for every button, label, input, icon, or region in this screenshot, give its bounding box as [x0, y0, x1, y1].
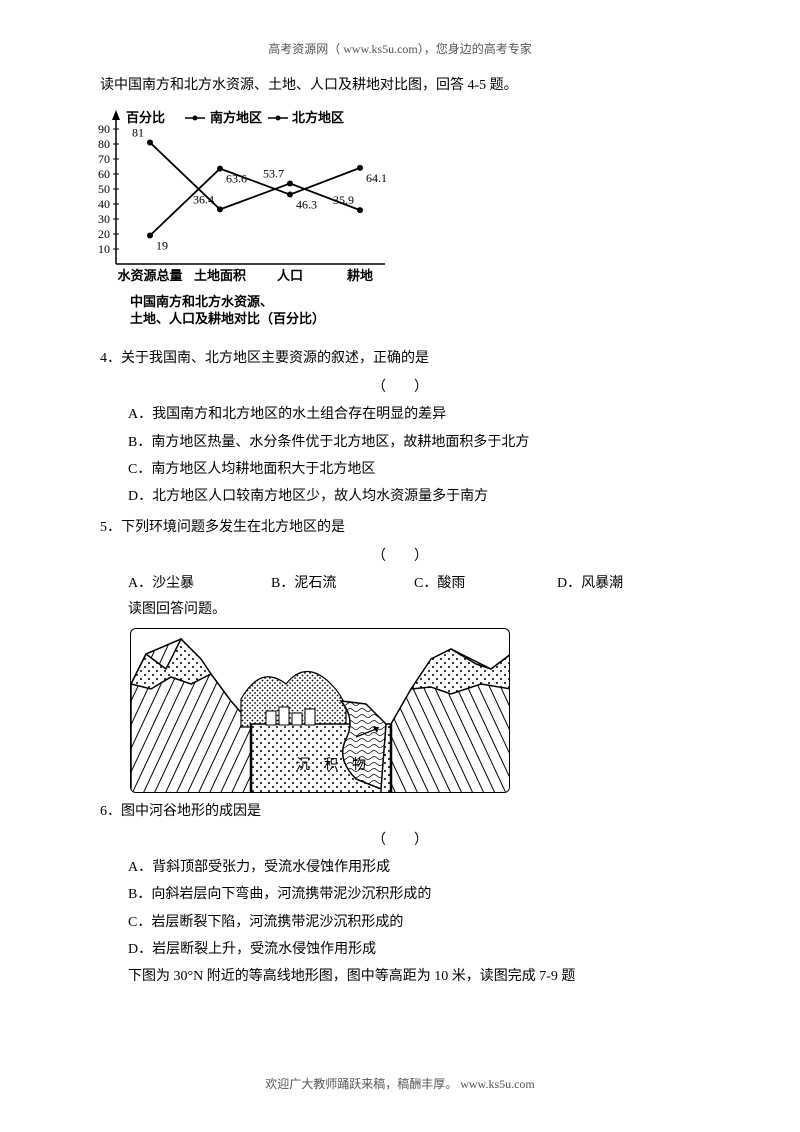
q6-opt-a: A．背斜顶部受张力，受流水侵蚀作用形成 [128, 855, 700, 880]
svg-text:70: 70 [98, 152, 110, 166]
geology-figure: 沉 积 物 [130, 628, 510, 793]
svg-text:90: 90 [98, 122, 110, 136]
svg-text:南方地区: 南方地区 [210, 110, 262, 125]
svg-text:20: 20 [98, 227, 110, 241]
page-footer: 欢迎广大教师踊跃来稿，稿酬丰厚。 www.ks5u.com [0, 1075, 800, 1092]
chart-caption: 中国南方和北方水资源、 土地、人口及耕地对比（百分比） [130, 294, 700, 328]
q5-options: A．沙尘暴 B．泥石流 C．酸雨 D．风暴潮 [100, 571, 700, 596]
svg-text:64.1: 64.1 [366, 171, 387, 185]
svg-text:北方地区: 北方地区 [292, 110, 344, 125]
q6-options: A．背斜顶部受张力，受流水侵蚀作用形成 B．向斜岩层向下弯曲，河流携带泥沙沉积形… [100, 855, 700, 989]
content: 读中国南方和北方水资源、土地、人口及耕地对比图，回答 4-5 题。 908070… [0, 73, 800, 989]
svg-text:60: 60 [98, 167, 110, 181]
q4-paren: （ ） [100, 375, 700, 400]
svg-text:53.7: 53.7 [263, 167, 284, 181]
svg-text:81: 81 [132, 126, 144, 140]
q6-opt-d: D．岩层断裂上升，受流水侵蚀作用形成 [128, 937, 700, 962]
q4-options: A．我国南方和北方地区的水土组合存在明显的差异 B．南方地区热量、水分条件优于北… [100, 402, 700, 509]
svg-text:50: 50 [98, 182, 110, 196]
q5-text: 5．下列环境问题多发生在北方地区的是 [100, 515, 700, 540]
q6-paren: （ ） [100, 828, 700, 853]
q4-opt-a: A．我国南方和北方地区的水土组合存在明显的差异 [128, 402, 700, 427]
q4-text: 4．关于我国南、北方地区主要资源的叙述，正确的是 [100, 346, 700, 371]
svg-text:百分比: 百分比 [126, 110, 165, 125]
chart-caption-1: 中国南方和北方水资源、 [130, 294, 700, 311]
q5-opt-c: C．酸雨 [414, 571, 557, 596]
chart-wrap: 908070605040302010 百分比 南方地区 北方地区 81 36.4 5… [70, 104, 700, 328]
svg-text:人口: 人口 [277, 268, 303, 283]
q5-opt-a: A．沙尘暴 [128, 571, 271, 596]
page-header: 高考资源网（ www.ks5u.com），您身边的高考专家 [0, 0, 800, 65]
question-5: 5．下列环境问题多发生在北方地区的是 （ ） A．沙尘暴 B．泥石流 C．酸雨 … [100, 515, 700, 622]
chart-caption-2: 土地、人口及耕地对比（百分比） [130, 311, 700, 328]
svg-text:水资源总量: 水资源总量 [117, 268, 182, 283]
comparison-chart: 908070605040302010 百分比 南方地区 北方地区 81 36.4 5… [70, 104, 410, 294]
svg-text:36.4: 36.4 [193, 193, 214, 207]
q6-text: 6．图中河谷地形的成因是 [100, 799, 700, 824]
svg-text:46.3: 46.3 [296, 198, 317, 212]
svg-text:63.6: 63.6 [226, 172, 247, 186]
q4-opt-b: B．南方地区热量、水分条件优于北方地区，故耕地面积多于北方 [128, 430, 700, 455]
q6-opt-b: B．向斜岩层向下弯曲，河流携带泥沙沉积形成的 [128, 882, 700, 907]
geology-svg: 沉 积 物 [131, 629, 510, 793]
svg-text:10: 10 [98, 242, 110, 256]
svg-text:耕地: 耕地 [347, 268, 373, 283]
q5-opt-d: D．风暴潮 [557, 571, 700, 596]
svg-text:土地面积: 土地面积 [194, 268, 246, 283]
svg-text:40: 40 [98, 197, 110, 211]
q5-postnote: 读图回答问题。 [100, 597, 700, 622]
intro-text: 读中国南方和北方水资源、土地、人口及耕地对比图，回答 4-5 题。 [100, 73, 700, 98]
q6-opt-c: C．岩层断裂下陷，河流携带泥沙沉积形成的 [128, 910, 700, 935]
q4-opt-c: C．南方地区人均耕地面积大于北方地区 [128, 457, 700, 482]
question-4: 4．关于我国南、北方地区主要资源的叙述，正确的是 （ ） A．我国南方和北方地区… [100, 346, 700, 509]
svg-text:沉 积 物: 沉 积 物 [296, 757, 366, 773]
question-6: 6．图中河谷地形的成因是 （ ） A．背斜顶部受张力，受流水侵蚀作用形成 B．向… [100, 799, 700, 989]
q6-postnote: 下图为 30°N 附近的等高线地形图，图中等高距为 10 米，读图完成 7-9 … [128, 964, 700, 989]
q4-opt-d: D．北方地区人口较南方地区少，故人均水资源量多于南方 [128, 484, 700, 509]
q5-paren: （ ） [100, 544, 700, 569]
svg-text:30: 30 [98, 212, 110, 226]
svg-text:19: 19 [156, 239, 168, 253]
q5-opt-b: B．泥石流 [271, 571, 414, 596]
chart-svg: 908070605040302010 百分比 南方地区 北方地区 81 36.4 5… [70, 104, 410, 294]
svg-text:80: 80 [98, 137, 110, 151]
svg-text:35.9: 35.9 [333, 193, 354, 207]
